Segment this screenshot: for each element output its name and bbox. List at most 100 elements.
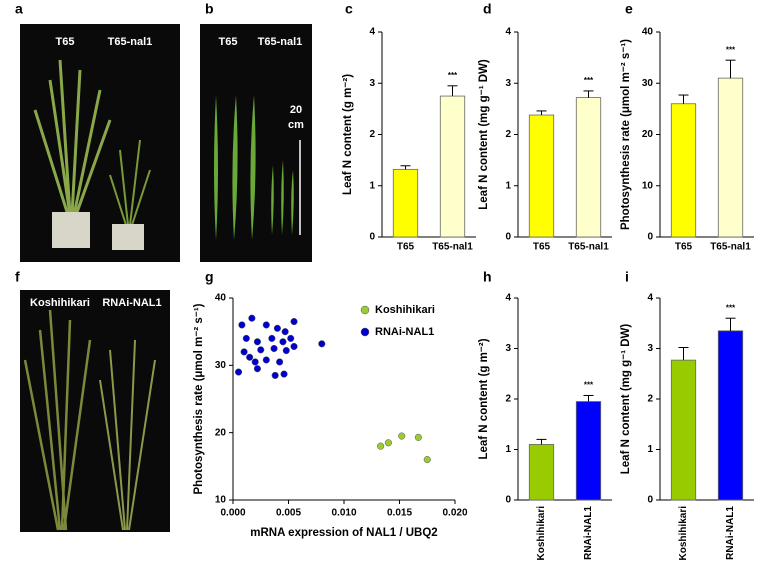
point <box>253 365 261 373</box>
point <box>262 321 270 329</box>
x-tick-label: 0.020 <box>442 508 467 519</box>
x-tick-label: Koshihikari <box>536 506 547 561</box>
y-tick-label: 1 <box>505 444 511 455</box>
legend-label: Koshihikari <box>375 304 435 316</box>
x-tick-label: T65-nal1 <box>568 242 609 253</box>
y-tick-label: 1 <box>505 180 511 191</box>
bar <box>439 95 466 238</box>
bar <box>575 97 602 238</box>
y-tick-label: 0 <box>505 232 511 243</box>
panel-label: b <box>205 1 214 17</box>
point <box>251 358 259 366</box>
y-tick-label: 0 <box>369 232 375 243</box>
y-tick-label: 0 <box>505 495 511 506</box>
point <box>238 321 246 329</box>
scale-label: 20 <box>290 104 302 116</box>
point <box>242 334 250 342</box>
point <box>290 318 298 326</box>
point <box>240 348 248 356</box>
panel-label: h <box>483 269 492 285</box>
point <box>280 370 288 378</box>
point <box>257 346 265 354</box>
x-tick-label: Koshihikari <box>678 506 689 561</box>
x-tick-label: RNAi-NAL1 <box>583 506 594 560</box>
point <box>318 340 326 348</box>
y-tick-label: 20 <box>642 129 654 140</box>
y-axis-label: Leaf N content (g m⁻²) <box>342 74 354 195</box>
x-tick-label: T65-nal1 <box>432 242 473 253</box>
y-tick-label: 2 <box>647 394 653 405</box>
x-tick-label: 0.010 <box>331 508 356 519</box>
y-tick-label: 20 <box>215 427 227 438</box>
point <box>262 356 270 364</box>
y-tick-label: 1 <box>369 180 375 191</box>
annotation: *** <box>448 71 458 80</box>
scale-label: cm <box>288 119 304 131</box>
y-tick-label: 40 <box>215 293 227 304</box>
panel-label: i <box>625 269 629 285</box>
y-tick-label: 30 <box>642 78 654 89</box>
point <box>279 338 287 346</box>
panel-label: c <box>345 1 353 17</box>
y-tick-label: 4 <box>505 293 511 304</box>
x-tick-label: T65 <box>533 242 551 253</box>
point <box>246 353 254 361</box>
x-tick-label: 0.000 <box>220 508 245 519</box>
y-tick-label: 0 <box>647 232 653 243</box>
y-tick-label: 3 <box>369 78 375 89</box>
bar <box>670 103 697 238</box>
y-tick-label: 4 <box>647 293 653 304</box>
x-tick-label: RNAi-NAL1 <box>725 506 736 560</box>
panel-label: d <box>483 1 492 17</box>
photo-label: T65-nal1 <box>258 36 303 48</box>
point <box>273 324 281 332</box>
point <box>414 433 422 441</box>
photo-label: Koshihikari <box>30 297 90 309</box>
point <box>268 334 276 342</box>
y-axis-label: Leaf N content (g m⁻²) <box>478 338 490 459</box>
bar <box>717 330 744 501</box>
photo-label: T65 <box>56 36 75 48</box>
photo-label: RNAi-NAL1 <box>102 297 161 309</box>
legend-marker <box>360 305 370 315</box>
bar <box>392 168 419 238</box>
x-tick-label: T65 <box>675 242 693 253</box>
photo-f: Koshihikari RNAi-NAL1 <box>20 290 170 532</box>
annotation: *** <box>726 303 736 312</box>
panel-label: f <box>15 269 20 285</box>
legend-marker <box>360 327 370 337</box>
panel-label: a <box>15 1 23 17</box>
bar <box>670 359 697 501</box>
y-tick-label: 10 <box>642 180 654 191</box>
y-tick-label: 0 <box>647 495 653 506</box>
y-tick-label: 40 <box>642 27 654 38</box>
x-axis-label: mRNA expression of NAL1 / UBQ2 <box>250 527 437 539</box>
photo-a: T65 T65-nal1 <box>20 24 180 262</box>
y-tick-label: 4 <box>505 27 511 38</box>
point <box>248 314 256 322</box>
x-tick-label: 0.005 <box>276 508 301 519</box>
annotation: *** <box>584 381 594 390</box>
y-tick-label: 3 <box>505 78 511 89</box>
photo-label: T65 <box>219 36 238 48</box>
bar <box>717 77 744 238</box>
point <box>384 439 392 447</box>
x-tick-label: 0.015 <box>387 508 412 519</box>
bar <box>528 114 555 238</box>
point <box>271 371 279 379</box>
y-axis-label: Photosynthesis rate (μmol m⁻² s⁻¹) <box>193 303 205 494</box>
annotation: *** <box>584 76 594 85</box>
y-tick-label: 3 <box>647 343 653 354</box>
y-tick-label: 10 <box>215 495 227 506</box>
point <box>282 346 290 355</box>
point <box>398 432 406 440</box>
x-tick-label: T65 <box>397 242 415 253</box>
point <box>281 328 289 336</box>
annotation: *** <box>726 45 736 54</box>
y-tick-label: 3 <box>505 343 511 354</box>
point <box>270 344 278 353</box>
panel-label: g <box>205 269 214 285</box>
y-tick-label: 1 <box>647 444 653 455</box>
y-tick-label: 2 <box>505 394 511 405</box>
